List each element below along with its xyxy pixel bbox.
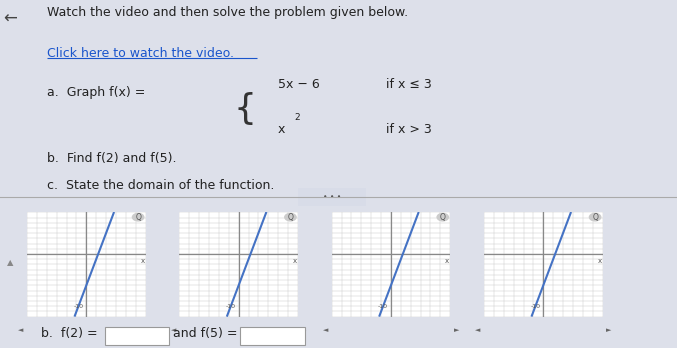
Text: a.  Graph f(x) =: a. Graph f(x) = (47, 86, 146, 99)
FancyBboxPatch shape (240, 326, 305, 345)
Text: ▲: ▲ (7, 258, 14, 267)
Text: x: x (293, 258, 297, 264)
Text: ►: ► (606, 327, 611, 333)
Text: c.  State the domain of the function.: c. State the domain of the function. (47, 179, 275, 192)
FancyBboxPatch shape (105, 326, 169, 345)
Text: ►: ► (454, 327, 459, 333)
Text: Q: Q (135, 213, 141, 222)
Text: ►: ► (149, 327, 154, 333)
Text: 2: 2 (294, 113, 300, 122)
Text: ►: ► (301, 327, 307, 333)
Text: x: x (278, 123, 285, 136)
Text: if x > 3: if x > 3 (386, 123, 432, 136)
Text: {: { (234, 92, 257, 126)
Text: and f(5) =: and f(5) = (173, 327, 237, 340)
Text: -10: -10 (378, 304, 388, 309)
Text: ←: ← (3, 10, 17, 28)
Text: x: x (598, 258, 602, 264)
Text: ◄: ◄ (323, 327, 328, 333)
Text: x: x (141, 258, 145, 264)
Text: Q: Q (592, 213, 598, 222)
Text: b.  Find f(2) and f(5).: b. Find f(2) and f(5). (47, 152, 177, 165)
Circle shape (285, 213, 296, 221)
Circle shape (133, 213, 144, 221)
Text: Click here to watch the video.: Click here to watch the video. (47, 47, 234, 60)
Circle shape (590, 213, 600, 221)
Text: if x ≤ 3: if x ≤ 3 (386, 78, 432, 91)
Text: Q: Q (288, 213, 293, 222)
Text: ◄: ◄ (18, 327, 24, 333)
Text: • • •: • • • (323, 193, 341, 203)
Text: ◄: ◄ (171, 327, 176, 333)
Text: -10: -10 (530, 304, 540, 309)
Circle shape (437, 213, 448, 221)
Text: x: x (445, 258, 450, 264)
Text: Q: Q (440, 213, 445, 222)
Text: -10: -10 (73, 304, 83, 309)
Text: ◄: ◄ (475, 327, 481, 333)
Text: b.  f(2) =: b. f(2) = (41, 327, 97, 340)
Text: -10: -10 (225, 304, 236, 309)
Text: 5x − 6: 5x − 6 (278, 78, 320, 91)
Text: Watch the video and then solve the problem given below.: Watch the video and then solve the probl… (47, 6, 408, 19)
